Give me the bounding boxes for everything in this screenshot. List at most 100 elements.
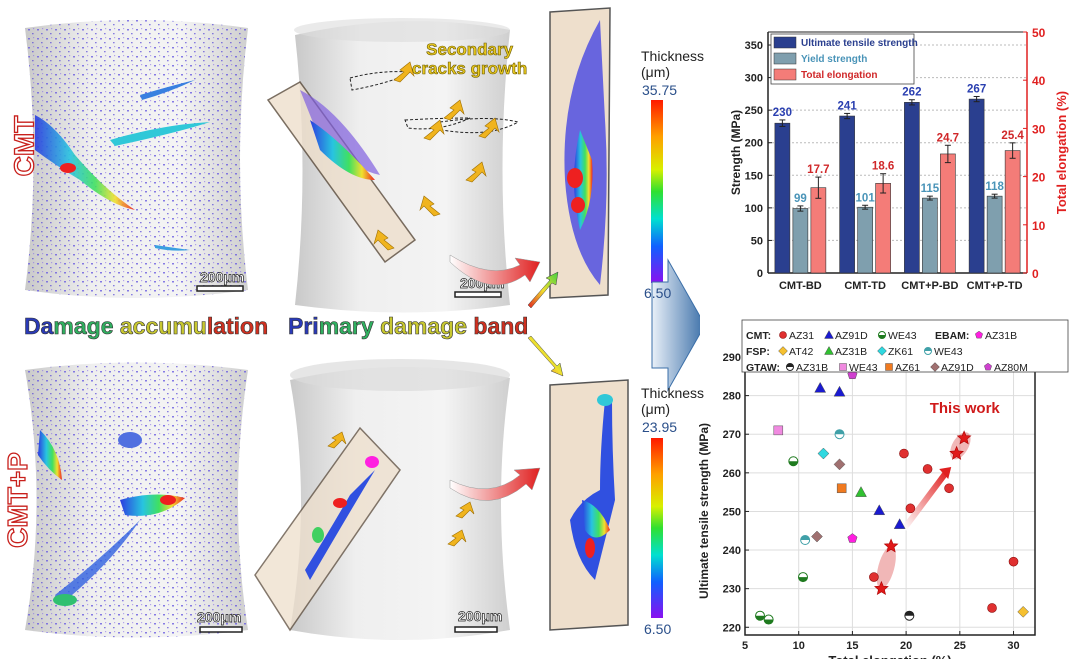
data-point <box>1017 605 1030 618</box>
diagonal-arrow-down-icon <box>527 335 564 377</box>
data-label: 24.7 <box>937 132 959 144</box>
y-tick-label: 200 <box>745 138 763 150</box>
caption-seg: accumu <box>119 313 208 340</box>
marker-fill <box>788 461 798 466</box>
cmt-primary-band-render <box>266 18 520 313</box>
legend-item-label: AZ80M <box>994 362 1028 374</box>
secondary-line-1: Secondary <box>426 40 514 60</box>
marker-fill <box>835 429 845 435</box>
caption-seg: Da <box>24 313 54 340</box>
legend-item-label: AZ31 <box>789 330 814 342</box>
colorbar-top-min: 6.50 <box>644 285 672 301</box>
caption-primary-damage-band: Primary damage band <box>288 313 529 340</box>
secondary-cracks-label: Secondary cracks growth <box>412 40 528 79</box>
y-tick-label: 280 <box>723 391 741 403</box>
x-tick-label: 10 <box>793 640 805 652</box>
bar-yield-strength <box>986 195 1003 274</box>
x-tick-label: 25 <box>954 640 966 652</box>
y-tick-label: 290 <box>723 352 741 364</box>
y-tick-label: 0 <box>757 268 763 280</box>
data-point <box>773 425 784 436</box>
scale-bar-2 <box>454 291 502 298</box>
trend-arrow-shaft <box>901 469 950 531</box>
y-tick-label: 50 <box>751 235 763 247</box>
y-tick-label: 270 <box>723 429 741 441</box>
colorbar-title-top: Thickness (μm) <box>641 48 704 80</box>
legend-item-label: AZ31B <box>796 362 828 374</box>
marker-fill <box>764 619 774 625</box>
caption-seg: lation <box>206 313 269 340</box>
y-tick-label: 250 <box>723 506 741 518</box>
legend-box <box>741 319 1069 373</box>
y-tick-label: 350 <box>745 40 763 52</box>
legend-marker <box>885 363 893 371</box>
y-tick-label: 240 <box>723 545 741 557</box>
legend-group-label: CMT: <box>746 330 771 342</box>
legend-item-label: AZ31B <box>985 330 1017 342</box>
bar-total-elongation <box>875 183 891 274</box>
marker-fill <box>904 611 914 616</box>
caption-seg: mage <box>53 313 120 340</box>
data-point <box>836 483 847 494</box>
colorbar-top <box>651 100 663 283</box>
colorbar-bottom-min: 6.50 <box>644 621 672 637</box>
data-label: 230 <box>773 107 792 119</box>
data-point <box>893 518 906 529</box>
y-right-tick-label: 40 <box>1032 74 1046 88</box>
legend-item-label: ZK61 <box>888 346 913 358</box>
legend-label: Total elongation <box>801 70 877 81</box>
data-point <box>811 530 823 543</box>
cmt-p-primary-band-render <box>254 359 510 640</box>
colorbar-unit: (μm) <box>641 401 671 417</box>
y-right-tick-label: 0 <box>1032 267 1039 281</box>
x-tick-label: CMT+P-TD <box>967 280 1023 292</box>
data-point <box>987 603 997 613</box>
bar-ultimate-tensile-strength <box>839 115 855 274</box>
scale-bar-3 <box>199 626 243 633</box>
yellow-arrows <box>373 61 500 251</box>
data-point <box>847 533 858 543</box>
data-point <box>899 448 909 459</box>
bar-total-elongation <box>940 153 956 274</box>
cmt-p-damage-render <box>25 362 248 638</box>
legend-marker <box>778 346 788 356</box>
legend-marker <box>878 331 886 339</box>
legend-item-label: AZ91D <box>835 330 868 342</box>
y-tick-label: 300 <box>745 73 763 85</box>
legend-marker <box>839 363 847 371</box>
y-tick-label: 230 <box>723 584 741 596</box>
data-point-this-work <box>883 538 899 553</box>
data-point <box>922 464 933 474</box>
highlight-ellipse <box>876 546 896 589</box>
data-point <box>788 456 799 467</box>
uts-vs-elongation-scatter: 5 10 15 20 25 30 220 230 240 250 260 270 280 290 Total… <box>697 319 1069 659</box>
data-label: 17.7 <box>807 164 829 176</box>
y-right-tick-label: 10 <box>1032 219 1046 233</box>
row-label-cmt-p: CMT+P <box>1 452 33 549</box>
y-tick-label: 250 <box>745 105 763 117</box>
strength-bar-chart: 0 50 100 150 200 250 300 350 0 10 20 30 40 50 Strength… <box>729 26 1069 292</box>
secondary-line-2: cracks growth <box>412 59 528 79</box>
data-point <box>944 483 954 494</box>
legend-marker <box>779 331 787 339</box>
specimen-renders: 200μm 200μm <box>25 7 700 640</box>
legend-marker <box>877 346 887 356</box>
x-tick-label: 30 <box>1007 640 1019 652</box>
legend-marker <box>930 362 940 372</box>
legend-marker <box>984 362 992 371</box>
legend-group-label: EBAM: <box>935 330 969 342</box>
x-tick-label: 20 <box>900 640 912 652</box>
legend-marker <box>824 329 834 339</box>
legend-item-label: WE43 <box>888 330 917 342</box>
marker-fill <box>755 615 765 621</box>
legend-label: Yield strength <box>801 54 867 65</box>
cmt-band-closeup <box>549 7 611 299</box>
data-label: 262 <box>902 87 921 99</box>
x-tick-label: CMT-BD <box>779 280 822 292</box>
x-tick-label: CMT-TD <box>844 280 886 292</box>
scale-bar-label-3: 200μm <box>197 609 241 625</box>
colorbar-top-max: 35.75 <box>642 82 678 98</box>
caption-seg: Pri <box>288 313 319 340</box>
y-tick-label: 220 <box>723 622 741 634</box>
data-point <box>1008 556 1019 567</box>
